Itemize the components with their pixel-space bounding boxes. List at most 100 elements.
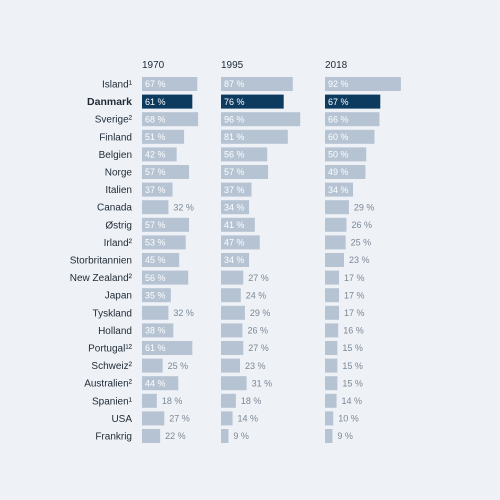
country-label: Holland xyxy=(98,326,132,337)
value-label: 67 % xyxy=(145,79,166,89)
year-label-1970: 1970 xyxy=(142,60,165,71)
value-label: 92 % xyxy=(328,79,349,89)
country-label: Canada xyxy=(97,203,132,214)
value-label: 67 % xyxy=(328,97,349,107)
country-label: Sverige² xyxy=(95,115,133,126)
bar-2018 xyxy=(325,411,334,426)
value-label: 47 % xyxy=(224,238,245,248)
value-label: 15 % xyxy=(342,343,363,353)
value-label: 9 % xyxy=(337,431,353,441)
bar-2018 xyxy=(325,358,338,373)
country-label: Spanien¹ xyxy=(92,396,133,407)
value-label: 53 % xyxy=(145,238,166,248)
country-label: Frankrig xyxy=(95,432,132,443)
value-label: 87 % xyxy=(224,79,245,89)
bar-1970 xyxy=(142,129,185,144)
value-label: 57 % xyxy=(145,167,166,177)
bar-1970 xyxy=(142,288,171,303)
bar-1970 xyxy=(142,393,157,408)
bar-1970 xyxy=(142,235,186,250)
bar-2018 xyxy=(325,393,337,408)
bar-1995 xyxy=(221,200,250,215)
country-label: New Zealand² xyxy=(70,273,133,284)
value-label: 96 % xyxy=(224,114,245,124)
year-label-2018: 2018 xyxy=(325,60,348,71)
value-label: 44 % xyxy=(145,378,166,388)
bar-1970 xyxy=(142,253,180,267)
value-label: 16 % xyxy=(343,326,364,336)
country-label: Storbritannien xyxy=(70,256,132,267)
bar-1970 xyxy=(142,323,174,338)
value-label: 51 % xyxy=(145,132,166,142)
country-label: Irland² xyxy=(104,238,133,249)
bar-1970 xyxy=(142,270,189,285)
value-label: 38 % xyxy=(145,326,166,336)
bar-1970 xyxy=(142,147,177,162)
value-label: 17 % xyxy=(344,273,365,283)
value-label: 23 % xyxy=(245,361,266,371)
value-label: 32 % xyxy=(173,308,194,318)
bar-2018 xyxy=(325,217,347,232)
bar-1995 xyxy=(221,341,244,355)
value-label: 25 % xyxy=(168,361,189,371)
value-label: 41 % xyxy=(224,220,245,230)
country-label: Finland xyxy=(99,132,132,143)
bar-2018 xyxy=(325,200,349,215)
value-label: 34 % xyxy=(328,185,349,195)
value-label: 49 % xyxy=(328,167,349,177)
bar-1995 xyxy=(221,411,233,426)
bar-1995 xyxy=(221,129,288,144)
value-label: 56 % xyxy=(224,150,245,160)
bar-1995 xyxy=(221,358,240,373)
bar-1995 xyxy=(221,147,268,162)
bar-2018 xyxy=(325,376,338,391)
bar-1995 xyxy=(221,112,301,127)
country-label: Schweiz² xyxy=(91,361,132,372)
value-label: 34 % xyxy=(224,202,245,212)
value-label: 14 % xyxy=(238,414,259,424)
value-label: 18 % xyxy=(162,396,183,406)
value-label: 81 % xyxy=(224,132,245,142)
bar-1970 xyxy=(142,94,193,109)
country-label: Østrig xyxy=(105,220,132,231)
value-label: 22 % xyxy=(165,431,186,441)
value-label: 29 % xyxy=(250,308,271,318)
bar-1995 xyxy=(221,94,284,109)
country-label: Portugal¹² xyxy=(88,344,133,355)
value-label: 56 % xyxy=(145,273,166,283)
value-label: 18 % xyxy=(241,396,262,406)
value-label: 42 % xyxy=(145,150,166,160)
country-label: Australien² xyxy=(84,379,132,390)
bar-1970 xyxy=(142,200,169,215)
bar-1995 xyxy=(221,323,243,338)
bar-1970 xyxy=(142,305,169,320)
bar-1995 xyxy=(221,393,236,408)
value-label: 27 % xyxy=(248,343,269,353)
value-label: 50 % xyxy=(328,150,349,160)
bar-2018 xyxy=(325,270,340,285)
value-label: 26 % xyxy=(247,326,268,336)
country-label: Belgien xyxy=(99,150,132,161)
value-label: 15 % xyxy=(342,378,363,388)
bar-2018 xyxy=(325,323,339,338)
value-label: 37 % xyxy=(145,185,166,195)
value-label: 45 % xyxy=(145,255,166,265)
bar-1995 xyxy=(221,270,244,285)
value-label: 15 % xyxy=(342,361,363,371)
bar-1995 xyxy=(221,429,229,443)
bar-2018 xyxy=(325,77,401,91)
bar-2018 xyxy=(325,235,346,250)
value-label: 34 % xyxy=(224,255,245,265)
value-label: 25 % xyxy=(351,238,372,248)
value-label: 35 % xyxy=(145,290,166,300)
value-label: 24 % xyxy=(246,290,267,300)
value-label: 29 % xyxy=(354,202,375,212)
bar-1970 xyxy=(142,165,190,179)
value-label: 37 % xyxy=(224,185,245,195)
country-labels: Island¹ Danmark Sverige² Finland Belgien Norg… xyxy=(70,80,133,443)
value-label: 17 % xyxy=(344,308,365,318)
bar-1995 xyxy=(221,305,245,320)
bar-1970 xyxy=(142,217,190,232)
